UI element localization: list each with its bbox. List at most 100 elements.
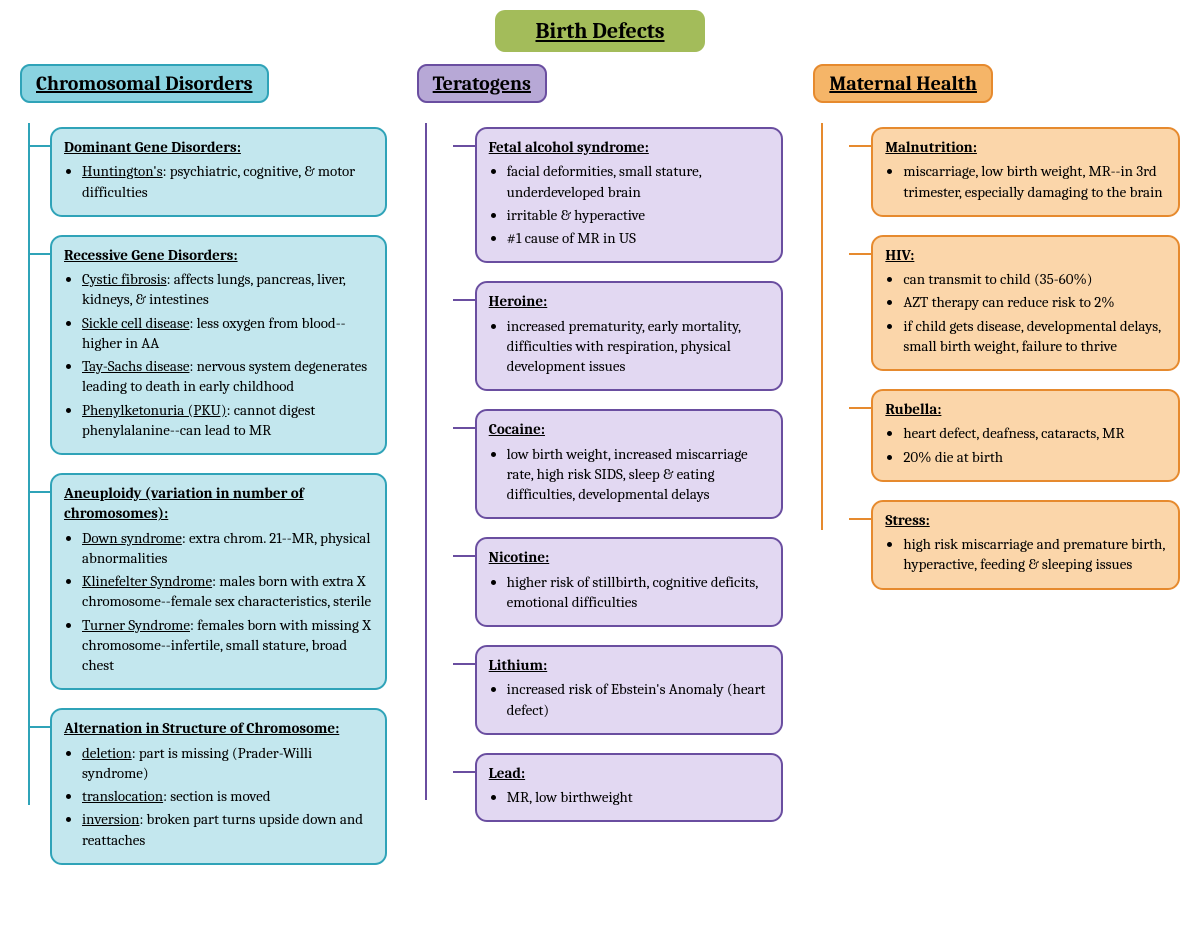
list-item: inversion: broken part turns upside down… [82,809,373,850]
node: Aneuploidy (variation in number of chrom… [50,473,387,690]
node: Nicotine: higher risk of stillbirth, cogn… [475,537,784,627]
item-desc: can transmit to child (35-60%) [903,270,1092,288]
page-title: Birth Defects [495,10,704,52]
item-list: can transmit to child (35-60%) AZT therap… [885,269,1166,356]
list-item: Klinefelter Syndrome: males born with ex… [82,571,373,612]
node-box: Lead: MR, low birthweight [475,753,784,823]
column-maternal: Maternal Health Malnutrition: miscarriage,… [813,64,1180,608]
node: Heroine: increased prematurity, early mor… [475,281,784,391]
node: Rubella: heart defect, deafness, cataract… [871,389,1180,482]
node-box: Heroine: increased prematurity, early mor… [475,281,784,391]
column-teratogens: Teratogens Fetal alcohol syndrome:facial … [417,64,784,840]
item-list: facial deformities, small stature, under… [489,161,770,248]
node-title: Heroine: [489,291,770,311]
category-header: Chromosomal Disorders [20,64,269,103]
item-desc: increased prematurity, early mortality, … [507,317,741,376]
list-item: 20% die at birth [903,447,1166,467]
list-item: Phenylketonuria (PKU): cannot digest phe… [82,400,373,441]
item-desc: increased risk of Ebstein's Anomaly (hea… [507,680,766,718]
tree: Dominant Gene Disorders:Huntington's: ps… [20,127,387,865]
item-term: Klinefelter Syndrome [82,572,212,590]
tree: Fetal alcohol syndrome:facial deformitie… [417,127,784,822]
item-desc: heart defect, deafness, cataracts, MR [903,424,1124,442]
node-box: Rubella: heart defect, deafness, cataract… [871,389,1180,482]
list-item: #1 cause of MR in US [507,228,770,248]
item-desc: AZT therapy can reduce risk to 2% [903,293,1114,311]
node-box: Recessive Gene Disorders: Cystic fibrosis… [50,235,387,455]
list-item: MR, low birthweight [507,787,770,807]
item-list: heart defect, deafness, cataracts, MR 20%… [885,423,1166,467]
item-desc: if child gets disease, developmental del… [903,317,1160,355]
list-item: Down syndrome: extra chrom. 21--MR, phys… [82,528,373,569]
node-box: Fetal alcohol syndrome:facial deformitie… [475,127,784,263]
item-desc: MR, low birthweight [507,788,633,806]
node-title: Lead: [489,763,770,783]
item-list: deletion: part is missing (Prader-Willi … [64,743,373,850]
item-desc: facial deformities, small stature, under… [507,162,702,200]
item-list: Huntington's: psychiatric, cognitive, & … [64,161,373,202]
node: Lead: MR, low birthweight [475,753,784,823]
node: Dominant Gene Disorders:Huntington's: ps… [50,127,387,217]
category-header: Teratogens [417,64,547,103]
item-desc: miscarriage, low birth weight, MR--in 3r… [903,162,1162,200]
node-title: Malnutrition: [885,137,1166,157]
item-list: high risk miscarriage and premature birt… [885,534,1166,575]
list-item: if child gets disease, developmental del… [903,316,1166,357]
list-item: AZT therapy can reduce risk to 2% [903,292,1166,312]
list-item: Tay-Sachs disease: nervous system degene… [82,356,373,397]
item-list: higher risk of stillbirth, cognitive def… [489,572,770,613]
list-item: Cystic fibrosis: affects lungs, pancreas… [82,269,373,310]
item-term: Turner Syndrome [82,616,190,634]
list-item: deletion: part is missing (Prader-Willi … [82,743,373,784]
node-box: Nicotine: higher risk of stillbirth, cogn… [475,537,784,627]
node: Stress:high risk miscarriage and prematu… [871,500,1180,590]
list-item: increased prematurity, early mortality, … [507,316,770,377]
node-box: Alternation in Structure of Chromosome:d… [50,708,387,865]
list-item: facial deformities, small stature, under… [507,161,770,202]
item-term: Huntington's [82,162,163,180]
list-item: heart defect, deafness, cataracts, MR [903,423,1166,443]
node-title: Cocaine: [489,419,770,439]
item-desc: #1 cause of MR in US [507,229,636,247]
item-list: MR, low birthweight [489,787,770,807]
category-header: Maternal Health [813,64,993,103]
item-term: translocation [82,787,163,805]
node-title: Recessive Gene Disorders: [64,245,373,265]
item-list: increased risk of Ebstein's Anomaly (hea… [489,679,770,720]
list-item: can transmit to child (35-60%) [903,269,1166,289]
node: Alternation in Structure of Chromosome:d… [50,708,387,865]
columns: Chromosomal Disorders Dominant Gene Disor… [20,64,1180,883]
item-desc: higher risk of stillbirth, cognitive def… [507,573,758,611]
node: Lithium:increased risk of Ebstein's Anom… [475,645,784,735]
node-box: Lithium:increased risk of Ebstein's Anom… [475,645,784,735]
item-term: Phenylketonuria (PKU) [82,401,227,419]
item-term: deletion [82,744,132,762]
list-item: Huntington's: psychiatric, cognitive, & … [82,161,373,202]
item-term: Down syndrome [82,529,182,547]
item-desc: irritable & hyperactive [507,206,645,224]
tree: Malnutrition: miscarriage, low birth weig… [813,127,1180,590]
item-desc: low birth weight, increased miscarriage … [507,445,748,504]
list-item: translocation: section is moved [82,786,373,806]
node-title: HIV: [885,245,1166,265]
item-list: increased prematurity, early mortality, … [489,316,770,377]
node-box: Cocaine: low birth weight, increased misc… [475,409,784,519]
node: HIV: can transmit to child (35-60%) AZT th… [871,235,1180,371]
node-title: Rubella: [885,399,1166,419]
item-desc: high risk miscarriage and premature birt… [903,535,1165,573]
list-item: higher risk of stillbirth, cognitive def… [507,572,770,613]
node-box: Stress:high risk miscarriage and prematu… [871,500,1180,590]
item-term: Cystic fibrosis [82,270,167,288]
node: Fetal alcohol syndrome:facial deformitie… [475,127,784,263]
list-item: Sickle cell disease: less oxygen from bl… [82,313,373,354]
node-box: Malnutrition: miscarriage, low birth weig… [871,127,1180,217]
node: Recessive Gene Disorders: Cystic fibrosis… [50,235,387,455]
node-title: Nicotine: [489,547,770,567]
node: Cocaine: low birth weight, increased misc… [475,409,784,519]
list-item: increased risk of Ebstein's Anomaly (hea… [507,679,770,720]
item-list: miscarriage, low birth weight, MR--in 3r… [885,161,1166,202]
node-box: Aneuploidy (variation in number of chrom… [50,473,387,690]
list-item: low birth weight, increased miscarriage … [507,444,770,505]
list-item: irritable & hyperactive [507,205,770,225]
item-term: inversion [82,810,139,828]
